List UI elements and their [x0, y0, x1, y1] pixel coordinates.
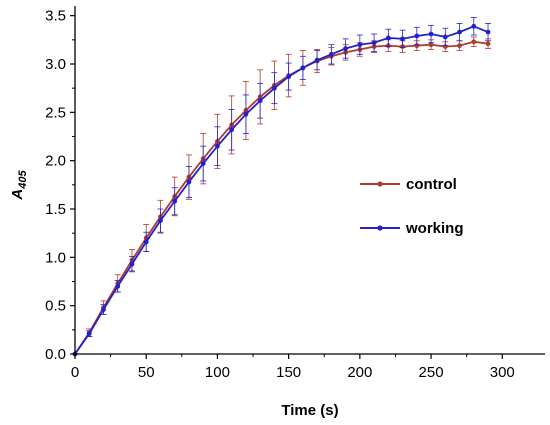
- legend-marker-working: [377, 225, 383, 231]
- y-tick-label: 2.0: [45, 153, 66, 170]
- y-tick-label: 3.0: [45, 56, 66, 73]
- x-tick-label: 150: [276, 364, 301, 381]
- y-tick-label: 2.5: [45, 104, 66, 121]
- x-tick-label: 300: [490, 364, 515, 381]
- series-line: [74, 40, 489, 355]
- y-axis-title-main: A: [9, 189, 26, 201]
- data-point: [457, 43, 462, 49]
- data-point: [101, 307, 106, 312]
- data-point: [271, 85, 277, 91]
- data-point: [471, 39, 477, 45]
- y-axis-title: A405: [9, 170, 29, 201]
- data-point: [343, 46, 349, 51]
- legend-marker-control: [377, 181, 383, 187]
- data-point: [457, 29, 462, 35]
- plot-area: [72, 17, 492, 357]
- data-point: [442, 34, 448, 40]
- data-point: [115, 283, 121, 289]
- data-point: [229, 127, 235, 133]
- data-point: [485, 29, 491, 35]
- legend-label-control: control: [406, 176, 457, 193]
- x-tick-label: 0: [71, 364, 79, 381]
- data-point: [428, 42, 434, 48]
- data-point: [485, 41, 491, 47]
- data-point: [385, 35, 391, 41]
- data-point: [172, 198, 178, 204]
- data-point: [186, 179, 192, 185]
- x-axis-title: Time (s): [281, 402, 338, 419]
- data-point: [371, 40, 377, 46]
- data-point: [400, 36, 405, 42]
- data-point: [257, 98, 263, 104]
- data-point: [414, 33, 420, 39]
- data-point: [129, 261, 135, 267]
- legend: control working: [360, 176, 464, 237]
- series-control: [72, 36, 492, 357]
- y-tick-label: 1.0: [45, 249, 66, 266]
- y-tick-label: 3.5: [45, 8, 66, 25]
- data-point: [158, 218, 163, 224]
- data-point: [200, 161, 206, 166]
- data-point: [328, 51, 334, 57]
- x-tick-label: 50: [138, 364, 155, 381]
- data-point: [143, 239, 149, 245]
- y-axis: 0.0 0.5 1.0 1.5 2.0 2.5 3.0 3.5: [45, 6, 76, 363]
- x-tick-label: 100: [205, 364, 230, 381]
- data-point: [300, 65, 306, 71]
- y-axis-title-sub: 405: [17, 170, 29, 190]
- data-point: [428, 31, 434, 37]
- series-working: [72, 17, 492, 357]
- legend-label-working: working: [405, 220, 464, 237]
- y-tick-label: 0.5: [45, 298, 66, 315]
- x-tick-label: 250: [419, 364, 444, 381]
- data-point: [357, 42, 363, 48]
- y-tick-label: 1.5: [45, 201, 66, 218]
- y-tick-label: 0.0: [45, 346, 66, 363]
- data-point: [215, 143, 220, 149]
- data-point: [314, 57, 320, 63]
- data-point: [243, 111, 249, 117]
- data-point: [471, 23, 477, 29]
- data-point: [86, 331, 92, 337]
- x-tick-label: 200: [347, 364, 372, 381]
- data-point: [286, 74, 292, 79]
- x-axis: 0 50 100 150 200 250 300: [71, 353, 545, 381]
